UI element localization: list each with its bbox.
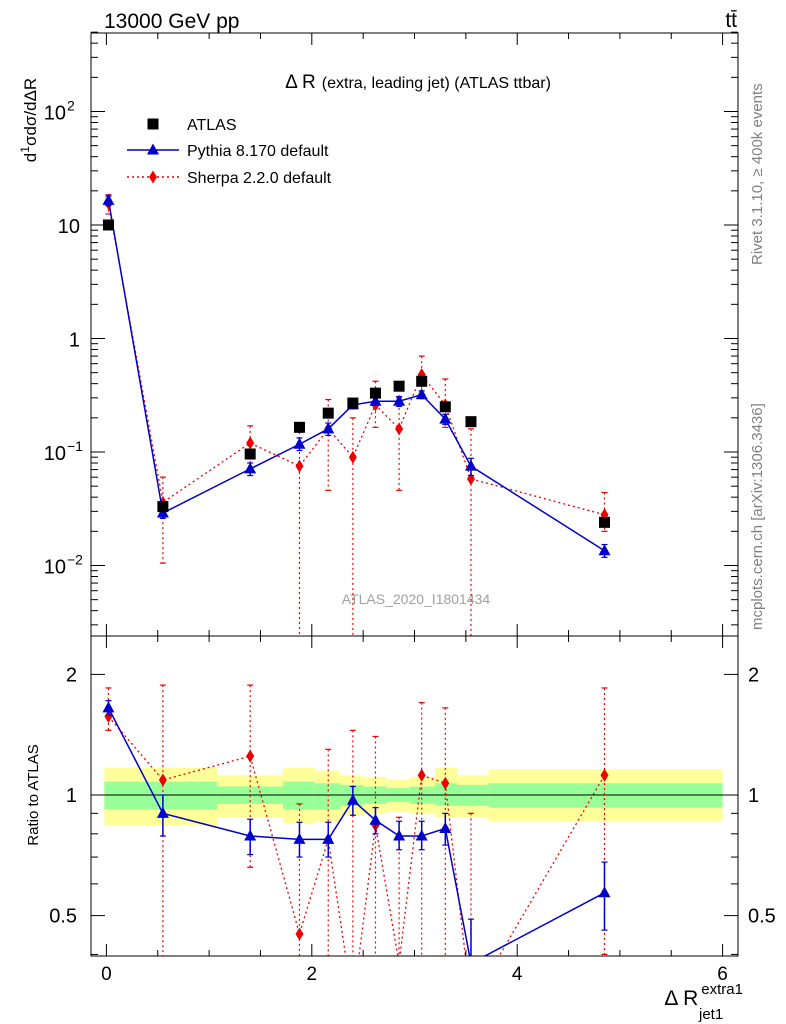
pythia-point [293, 437, 306, 449]
main-y-tick-label: 10 [44, 557, 66, 579]
pythia-ratio-point [465, 957, 477, 968]
analysis-watermark: ATLAS_2020_I1801434 [342, 591, 491, 607]
legend-marker [149, 170, 157, 184]
energy-label: 13000 GeV pp [104, 10, 239, 33]
legend-label: Pythia 8.170 default [187, 143, 329, 160]
x-axis-label-subscript: jet1 [698, 1006, 723, 1023]
atlas-data-point [439, 401, 451, 413]
sherpa-ratio-point [417, 768, 426, 782]
main-y-tick-exponent: 2 [67, 98, 75, 114]
atlas-data-point [369, 387, 381, 399]
pythia-ratio-point [415, 829, 428, 841]
pythia-point [415, 388, 428, 400]
atlas-data-point [322, 407, 334, 419]
x-tick-label: 6 [717, 964, 728, 985]
main-y-tick-exponent: −2 [67, 552, 83, 568]
sherpa-ratio-point [600, 768, 609, 782]
ratio-y-axis-label: Ratio to ATLAS [25, 744, 42, 845]
atlas-data-point [416, 375, 428, 387]
sherpa-ratio-point [158, 773, 167, 787]
sherpa-point [246, 436, 255, 450]
sherpa-ratio-point [467, 998, 475, 1011]
pythia-point [102, 193, 115, 205]
atlas-data-point [347, 397, 359, 409]
x-tick-label: 4 [512, 964, 523, 985]
ratio-y-tick-label-left: 2 [66, 664, 77, 686]
pythia-point [439, 412, 452, 424]
sherpa-ratio-line [107, 716, 606, 956]
pythia-ratio-point [369, 813, 382, 825]
ratio-y-tick-label-right: 0.5 [748, 906, 776, 928]
atlas-data-point [102, 219, 114, 231]
sherpa-ratio-point [295, 927, 304, 941]
pythia-ratio-point [598, 886, 611, 898]
pythia-point [464, 459, 477, 471]
x-tick-label: 0 [101, 964, 112, 985]
legend-label: ATLAS [187, 117, 237, 134]
pythia-ratio-point [244, 829, 257, 841]
sherpa-ratio-point [395, 957, 403, 970]
sherpa-point [395, 422, 404, 436]
legend: ATLAS Pythia 8.170 default Sherpa 2.2.0 de… [127, 117, 332, 187]
pythia-ratio-point [156, 806, 169, 818]
main-y-tick-label: 10 [58, 216, 80, 238]
atlas-data-point [157, 501, 169, 513]
atlas-data-point [465, 416, 477, 428]
plot-title: Δ R (extra, leading jet) (ATLAS ttbar) [285, 72, 551, 93]
atlas-data-point [598, 516, 610, 528]
pythia-ratio-point [439, 821, 452, 833]
main-y-tick-exponent: −1 [67, 438, 83, 454]
pythia-ratio-point [293, 832, 306, 844]
legend-marker [147, 118, 159, 130]
pythia-point [244, 462, 257, 474]
sherpa-ratio-point [246, 749, 255, 763]
ratio-panel-data [102, 684, 611, 1011]
pythia-ratio-point [322, 832, 335, 844]
atlas-data-point [393, 380, 405, 392]
pythia-ratio-line [107, 707, 605, 956]
main-y-tick-label: 10 [44, 103, 66, 125]
sherpa-line [107, 203, 605, 516]
rivet-version-label: Rivet 3.1.10, ≥ 400k events [749, 83, 766, 265]
sherpa-ratio-point [441, 776, 450, 790]
main-y-tick-label: 10 [44, 443, 66, 465]
pythia-ratio-point [102, 701, 115, 713]
pythia-line [107, 200, 605, 552]
ratio-y-tick-label-right: 1 [748, 785, 759, 807]
process-label: tt̄ [725, 9, 737, 32]
main-panel-data [102, 193, 611, 636]
pythia-ratio-point [346, 793, 359, 805]
pythia-ratio-point [393, 829, 406, 841]
main-y-axis-label: d1σdσ/dΔR [18, 78, 40, 162]
sherpa-point [295, 459, 304, 473]
ratio-y-tick-label-left: 0.5 [49, 906, 77, 928]
pythia-point [598, 544, 611, 556]
ratio-y-tick-label-right: 2 [748, 664, 759, 686]
pythia-point [393, 394, 406, 406]
pythia-point [369, 394, 382, 406]
legend-label: Sherpa 2.2.0 default [187, 170, 332, 187]
uncertainty-bands [91, 767, 738, 826]
pythia-point [322, 422, 335, 434]
sherpa-ratio-point [349, 998, 357, 1011]
legend-marker [147, 143, 159, 155]
x-tick-label: 2 [307, 964, 318, 985]
main-y-tick-label: 1 [69, 330, 80, 352]
atlas-data-point [293, 421, 305, 433]
atlas-data-point [244, 448, 256, 460]
sherpa-point [348, 450, 357, 464]
ratio-y-tick-label-left: 1 [66, 785, 77, 807]
mcplots-reference-label: mcplots.cern.ch [arXiv:1306.3436] [749, 403, 766, 630]
